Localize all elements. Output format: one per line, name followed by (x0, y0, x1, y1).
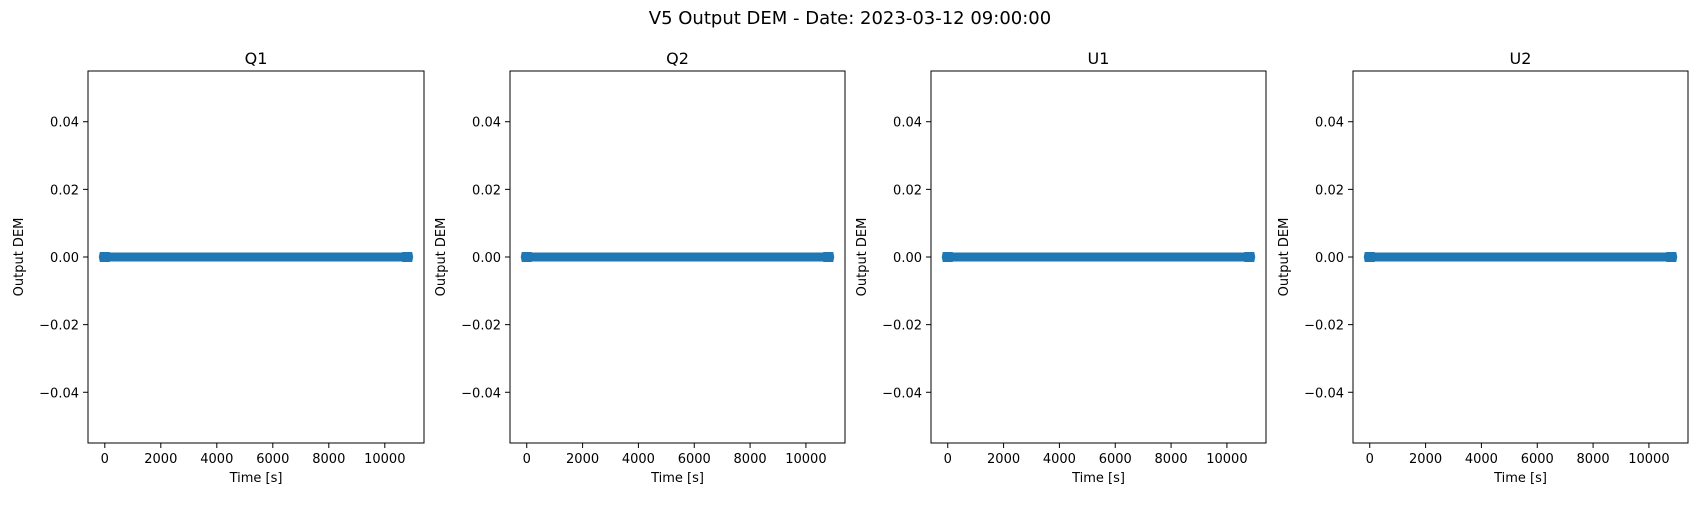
x-tick-label: 0 (944, 452, 952, 467)
x-tick-label: 10000 (1206, 452, 1247, 467)
y-tick-label: 0.04 (1315, 116, 1344, 131)
subplot-q2: 0 2000 4000 6000 8000 10000 −0.04 −0.02 0.00 0.02… (434, 49, 846, 486)
x-tick-label: 8000 (1155, 452, 1188, 467)
y-tick-label: 0.04 (472, 116, 501, 131)
subplot-u1: 0 2000 4000 6000 8000 10000 −0.04 −0.02 0.00 0.02… (855, 49, 1267, 486)
y-tick-label: 0.02 (472, 183, 501, 198)
x-tick-label: 2000 (144, 452, 177, 467)
y-tick-label: 0.00 (472, 251, 501, 266)
series-start-marker (941, 252, 954, 262)
y-tick-label: −0.02 (882, 319, 922, 334)
y-tick-label: −0.04 (461, 386, 501, 401)
x-tick-label: 10000 (1628, 452, 1669, 467)
x-axis-label: Time [s] (1493, 471, 1547, 486)
x-tick-label: 6000 (256, 452, 289, 467)
y-tick-label: −0.04 (1304, 386, 1344, 401)
y-tick-label: −0.02 (1304, 319, 1344, 334)
figure-title: V5 Output DEM - Date: 2023-03-12 09:00:0… (649, 8, 1051, 29)
subplot-title: Q1 (245, 49, 268, 68)
y-axis-label: Output DEM (434, 218, 449, 297)
y-axis-label: Output DEM (855, 218, 870, 297)
x-tick-label: 4000 (1043, 452, 1076, 467)
x-axis-label: Time [s] (1071, 471, 1125, 486)
x-tick-label: 6000 (1099, 452, 1132, 467)
y-tick-label: −0.02 (461, 319, 501, 334)
x-tick-label: 2000 (1409, 452, 1442, 467)
x-tick-label: 4000 (200, 452, 233, 467)
series-start-marker (520, 252, 533, 262)
x-axis-label: Time [s] (650, 471, 704, 486)
y-tick-label: 0.00 (893, 251, 922, 266)
subplot-q1: 0 2000 4000 6000 8000 10000 −0.04 −0.02 0.00 0.02… (12, 49, 425, 486)
x-tick-label: 6000 (678, 452, 711, 467)
y-axis-label: Output DEM (1277, 218, 1292, 297)
subplot-title: U2 (1510, 49, 1532, 68)
y-tick-label: 0.00 (50, 251, 79, 266)
y-tick-label: −0.04 (882, 386, 922, 401)
x-tick-label: 10000 (785, 452, 826, 467)
x-tick-label: 10000 (364, 452, 405, 467)
series-start-marker (98, 252, 111, 262)
x-tick-label: 0 (1366, 452, 1374, 467)
series-start-marker (1363, 252, 1376, 262)
series-end-marker (1665, 252, 1678, 262)
x-tick-label: 4000 (1465, 452, 1498, 467)
x-tick-label: 2000 (566, 452, 599, 467)
x-tick-label: 8000 (312, 452, 345, 467)
x-axis-label: Time [s] (229, 471, 283, 486)
x-tick-label: 0 (523, 452, 531, 467)
y-axis-label: Output DEM (12, 218, 27, 297)
x-tick-label: 8000 (1577, 452, 1610, 467)
y-tick-label: 0.02 (50, 183, 79, 198)
x-tick-label: 8000 (734, 452, 767, 467)
subplot-title: U1 (1088, 49, 1110, 68)
series-end-marker (401, 252, 414, 262)
series-end-marker (1243, 252, 1256, 262)
x-tick-label: 2000 (987, 452, 1020, 467)
y-tick-label: 0.02 (893, 183, 922, 198)
x-tick-label: 6000 (1521, 452, 1554, 467)
x-tick-label: 4000 (622, 452, 655, 467)
series-end-marker (822, 252, 835, 262)
y-tick-label: 0.00 (1315, 251, 1344, 266)
subplot-u2: 0 2000 4000 6000 8000 10000 −0.04 −0.02 0.00 0.02… (1277, 49, 1689, 486)
y-tick-label: −0.04 (39, 386, 79, 401)
x-tick-label: 0 (101, 452, 109, 467)
y-tick-label: 0.02 (1315, 183, 1344, 198)
subplot-title: Q2 (666, 49, 689, 68)
y-tick-label: 0.04 (893, 116, 922, 131)
subplot-panels: 0 2000 4000 6000 8000 10000 −0.04 −0.02 0.00 0.02… (12, 49, 1689, 486)
y-tick-label: −0.02 (39, 319, 79, 334)
y-tick-label: 0.04 (50, 116, 79, 131)
